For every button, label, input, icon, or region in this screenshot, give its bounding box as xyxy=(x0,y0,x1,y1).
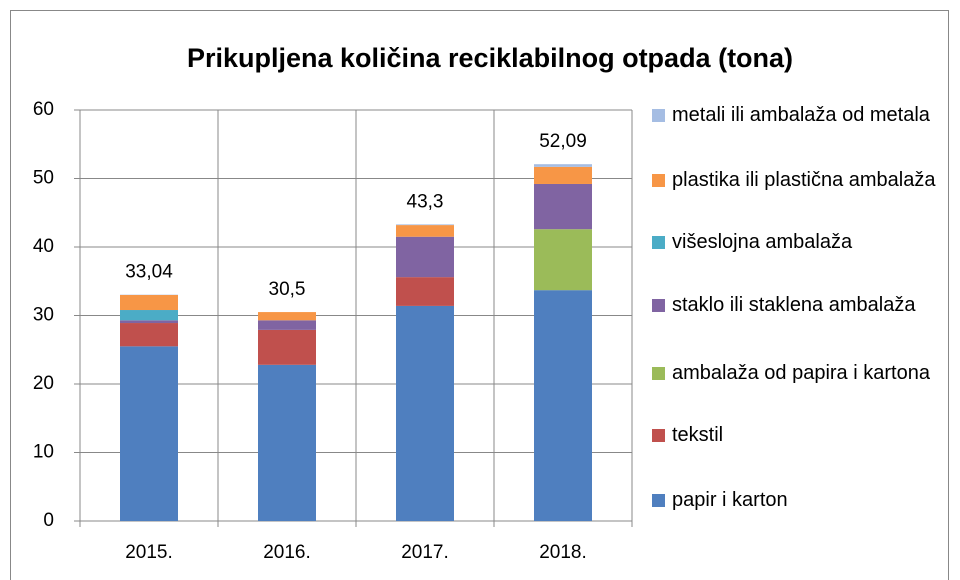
bar-segment xyxy=(534,164,592,167)
x-tick-label: 2016. xyxy=(263,542,311,563)
legend-label: plastika ili plastična ambalaža xyxy=(672,169,936,191)
bar-segment xyxy=(120,323,178,347)
legend-label: metali ili ambalaža od metala xyxy=(672,104,930,126)
legend-entry: plastika ili plastična ambalaža xyxy=(652,165,960,196)
bar-segment xyxy=(258,364,316,521)
total-label: 43,3 xyxy=(407,191,444,212)
x-tick-label: 2018. xyxy=(539,542,587,563)
bar-segment xyxy=(396,305,454,521)
bar-segment xyxy=(534,290,592,521)
bar-segment xyxy=(258,312,316,321)
legend-label: papir i karton xyxy=(672,489,788,511)
x-tick-label: 2015. xyxy=(125,542,173,563)
legend-label: ambalaža od papira i kartona xyxy=(672,362,930,384)
bar-segment xyxy=(396,224,454,226)
legend-entry: višeslojna ambalaža xyxy=(652,227,960,258)
bar-segment xyxy=(534,183,592,230)
legend-swatch xyxy=(652,109,665,122)
legend-swatch xyxy=(652,174,665,187)
legend-label: tekstil xyxy=(672,424,724,446)
bar-segment xyxy=(534,166,592,184)
y-tick-label: 40 xyxy=(33,236,54,257)
legend-entry: papir i karton xyxy=(652,485,960,516)
bar-segment xyxy=(258,329,316,365)
y-tick-label: 20 xyxy=(33,373,54,394)
bar-segment xyxy=(120,294,178,311)
chart-title: Prikupljena količina reciklabilnog otpad… xyxy=(187,43,793,73)
bar-segment xyxy=(396,277,454,306)
bar-segment xyxy=(120,310,178,321)
y-tick-label: 60 xyxy=(33,99,54,120)
bar-segment xyxy=(396,236,454,278)
legend-entry: ambalaža od papira i kartona xyxy=(652,358,960,389)
bar-segment xyxy=(120,320,178,324)
y-tick-label: 0 xyxy=(43,510,54,531)
legend-swatch xyxy=(652,494,665,507)
total-label: 33,04 xyxy=(125,262,173,283)
y-tick-label: 50 xyxy=(33,168,54,189)
bar-segment xyxy=(396,225,454,237)
legend-entry: tekstil xyxy=(652,420,960,451)
total-label: 52,09 xyxy=(539,131,587,152)
legend-swatch xyxy=(652,236,665,249)
legend-swatch xyxy=(652,429,665,442)
x-tick-label: 2017. xyxy=(401,542,449,563)
y-tick-label: 30 xyxy=(33,305,54,326)
legend-swatch xyxy=(652,367,665,380)
legend-entry: metali ili ambalaža od metala xyxy=(652,100,960,131)
legend-entry: staklo ili staklena ambalaža xyxy=(652,290,960,321)
bar-segment xyxy=(258,320,316,330)
legend-swatch xyxy=(652,299,665,312)
bar-segment xyxy=(534,229,592,291)
bar-segment xyxy=(120,346,178,521)
legend-label: višeslojna ambalaža xyxy=(672,231,853,253)
legend-label: staklo ili staklena ambalaža xyxy=(672,294,916,316)
y-tick-label: 10 xyxy=(33,442,54,463)
total-label: 30,5 xyxy=(269,279,306,300)
